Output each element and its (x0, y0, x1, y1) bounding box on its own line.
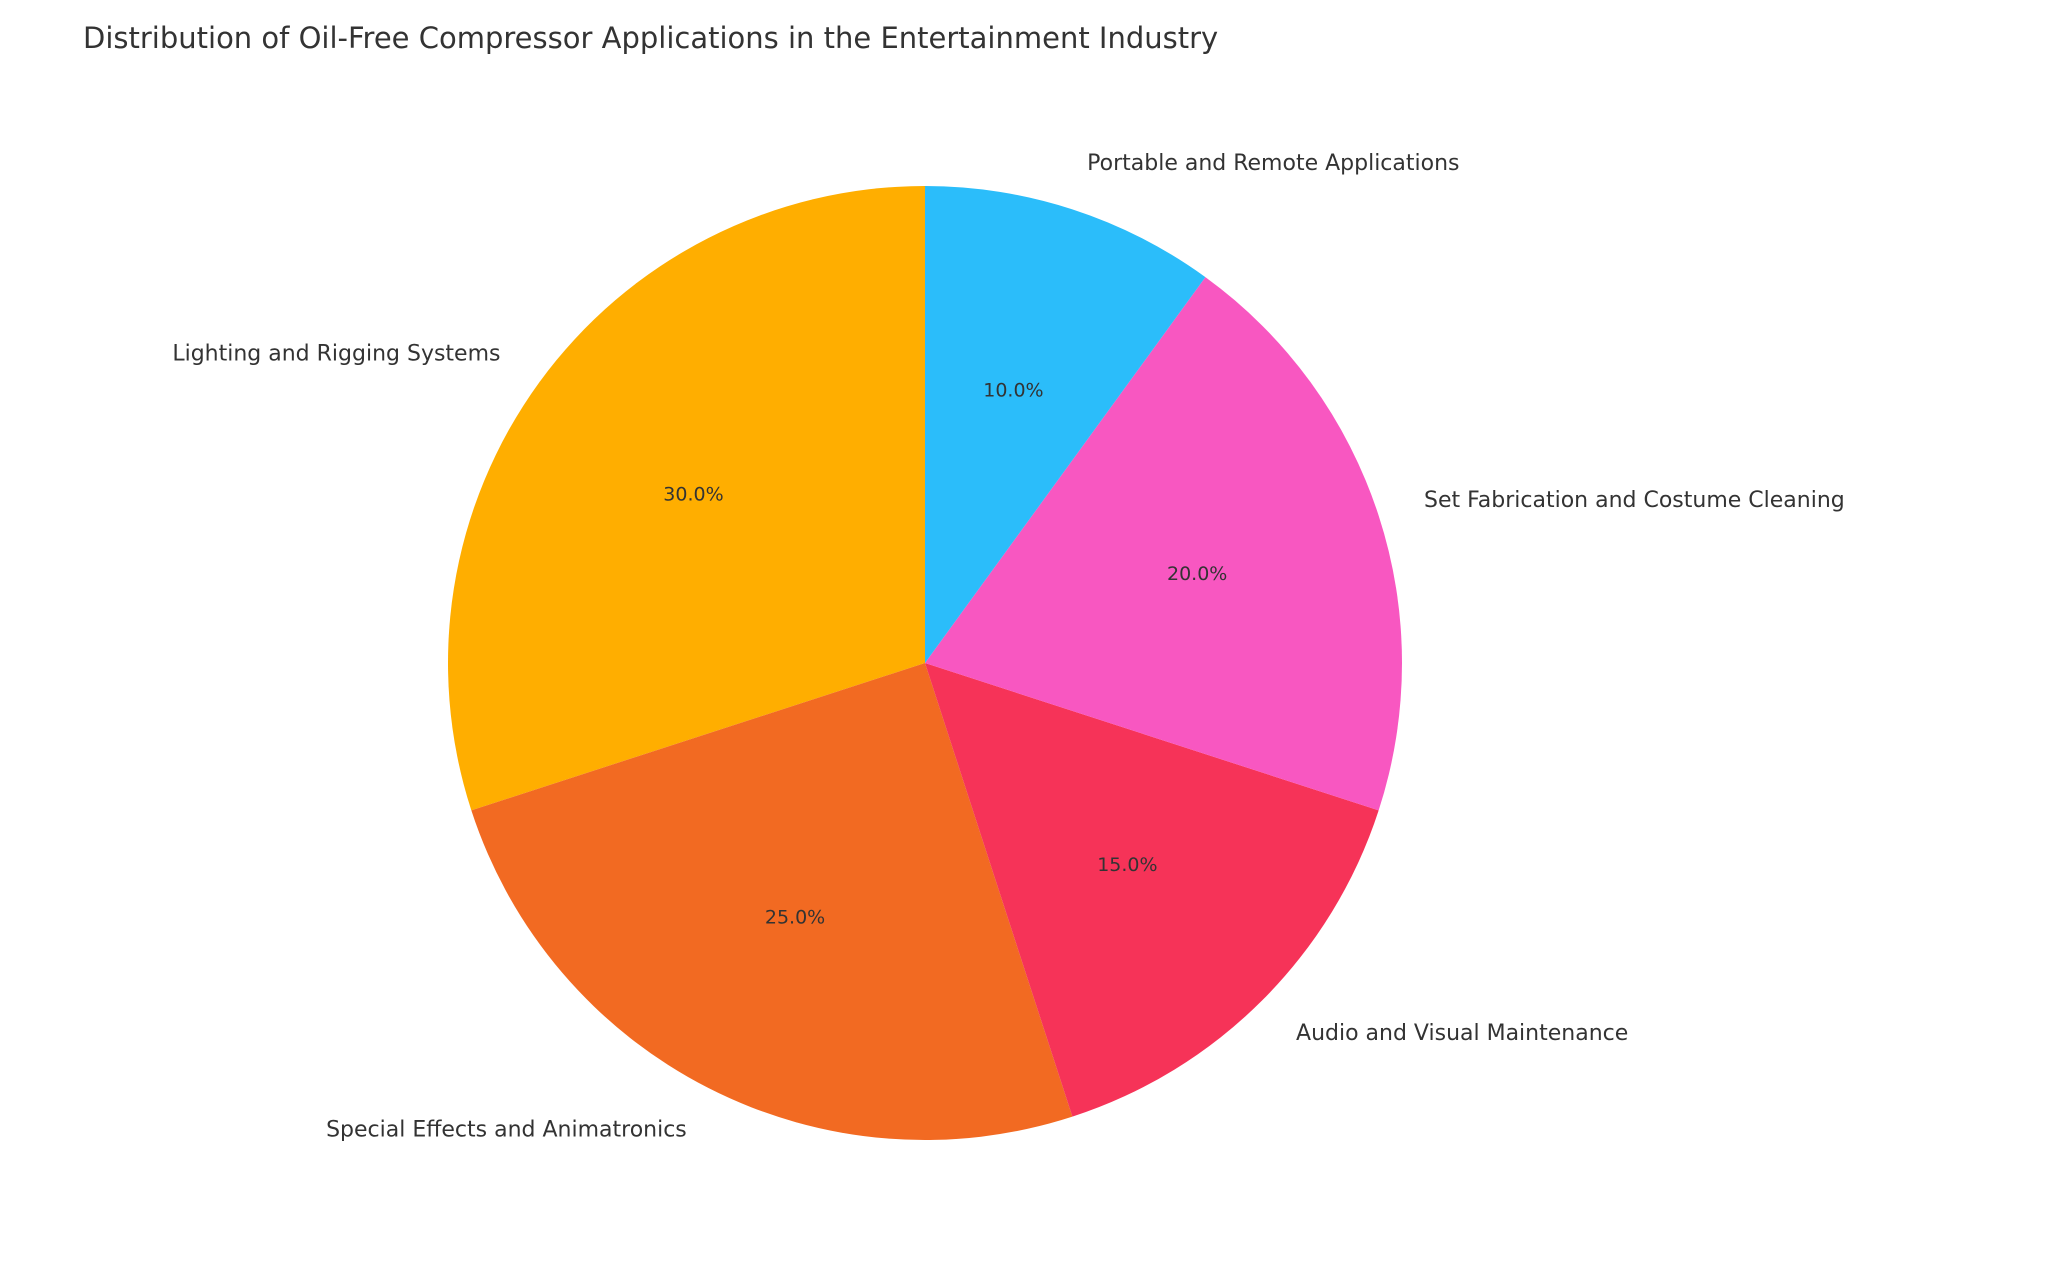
slice-label: Special Effects and Animatronics (326, 1118, 687, 1143)
value-label: 30.0% (663, 483, 723, 505)
pie-slice (925, 277, 1402, 811)
value-label: 15.0% (1097, 854, 1157, 876)
pie-slice (471, 663, 1073, 1140)
slice-label: Audio and Visual Maintenance (1296, 1021, 1628, 1046)
pie-slice (925, 186, 1206, 663)
value-label: 25.0% (765, 907, 825, 929)
value-label: 20.0% (1167, 563, 1227, 585)
pie-slice (448, 186, 925, 811)
slice-label: Portable and Remote Applications (1087, 151, 1459, 176)
value-label: 10.0% (983, 379, 1043, 401)
pie-slice (925, 663, 1379, 1117)
slice-label: Lighting and Rigging Systems (172, 342, 500, 367)
slice-label: Set Fabrication and Costume Cleaning (1424, 488, 1845, 513)
chart-title: Distribution of Oil-Free Compressor Appl… (83, 21, 1218, 55)
